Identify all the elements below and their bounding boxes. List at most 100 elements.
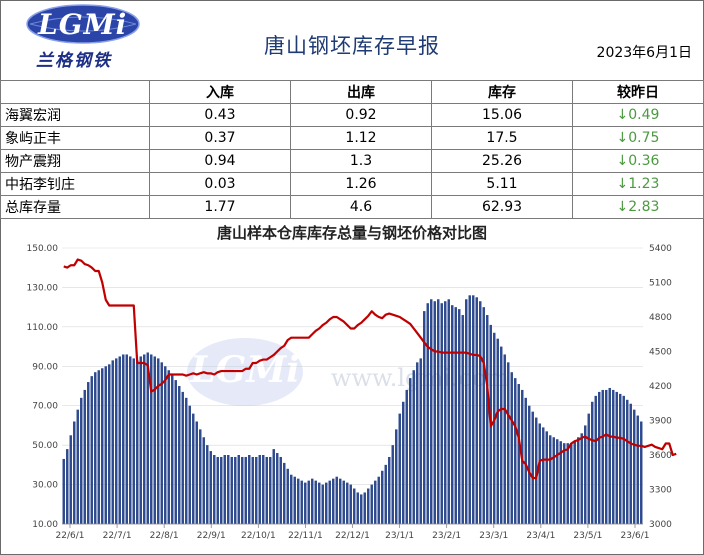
stock-value: 62.93 [431, 195, 573, 219]
inbound-value: 0.37 [149, 126, 291, 150]
inventory-bar [73, 421, 76, 524]
inventory-bar [566, 443, 569, 524]
inventory-bar [545, 431, 548, 524]
inventory-table: 入库 出库 库存 较昨日 海翼宏润 0.43 0.92 15.06 ↓0.49 … [0, 80, 704, 219]
y-left-tick-label: 90.00 [32, 362, 58, 372]
inventory-bar [549, 435, 552, 524]
inventory-bar [335, 476, 338, 524]
inventory-bar [143, 354, 146, 524]
inventory-bar [153, 356, 156, 524]
inventory-bar [160, 362, 163, 524]
inventory-bar [167, 370, 170, 524]
inventory-bar [104, 366, 107, 524]
inventory-bar [244, 456, 247, 524]
inventory-bar [423, 311, 426, 524]
inventory-bar [293, 476, 296, 524]
inventory-bar [321, 484, 324, 524]
change-value: ↓0.49 [572, 103, 704, 127]
inventory-bar [636, 415, 639, 524]
inventory-bar [150, 354, 153, 524]
outbound-value: 1.26 [290, 172, 432, 196]
inventory-bar [115, 358, 118, 524]
inventory-bar [300, 480, 303, 524]
inventory-bar [202, 437, 205, 524]
inventory-bar [577, 437, 580, 524]
chart-axes: 10.00 30.00 50.00 70.00 90.00 110.00 130.00 150… [27, 244, 673, 541]
inventory-bar [626, 399, 629, 524]
inventory-bar [598, 391, 601, 524]
inventory-bar [80, 397, 83, 524]
x-tick-label: 23/2/1 [432, 531, 461, 541]
stock-value: 25.26 [431, 149, 573, 173]
inventory-bar [528, 405, 531, 524]
x-tick-label: 22/6/1 [56, 531, 85, 541]
inventory-bar [482, 307, 485, 524]
inventory-bar [199, 429, 202, 524]
stock-value: 5.11 [431, 172, 573, 196]
inventory-bar [227, 455, 230, 524]
inventory-bar [195, 421, 198, 524]
inventory-bar [451, 305, 454, 524]
inventory-bar [454, 307, 457, 524]
table-row: 象屿正丰 0.37 1.12 17.5 ↓0.75 [0, 126, 704, 150]
inventory-bar [559, 441, 562, 524]
inventory-bar [629, 403, 632, 524]
inventory-bar [615, 391, 618, 524]
inventory-bar [573, 441, 576, 524]
inventory-bar [279, 456, 282, 524]
report-date: 2023年6月1日 [596, 45, 692, 61]
header-cell-change: 较昨日 [572, 80, 704, 104]
inventory-bar [62, 458, 65, 524]
inventory-bar [164, 366, 167, 524]
inventory-price-chart: LGMi www.lgmi.com 10.0030.0050.0070.0090… [27, 244, 677, 541]
inventory-bar [283, 462, 286, 524]
inventory-bar [157, 358, 160, 524]
y-right-tick-label: 3000 [649, 520, 672, 530]
outbound-value: 1.3 [290, 149, 432, 173]
change-value: ↓1.23 [572, 172, 704, 196]
inventory-bar [612, 389, 615, 524]
inventory-bar [531, 411, 534, 524]
inventory-bar [97, 370, 100, 524]
inventory-bar [171, 374, 174, 524]
inventory-bar [318, 482, 321, 524]
inventory-bar [346, 482, 349, 524]
inventory-bar [363, 492, 366, 524]
inventory-bar [90, 376, 93, 524]
change-value: ↓0.36 [572, 149, 704, 173]
inventory-bar [213, 455, 216, 524]
inventory-bar [129, 356, 132, 524]
inventory-bar [475, 297, 478, 524]
inventory-bar [360, 494, 363, 524]
x-tick-label: 23/4/1 [526, 531, 555, 541]
inventory-bar [374, 480, 377, 524]
inventory-bar [493, 332, 496, 524]
inventory-bar [108, 364, 111, 524]
inventory-bar [619, 393, 622, 524]
inventory-bar [206, 445, 209, 524]
inventory-bar [409, 378, 412, 524]
y-left-tick-label: 10.00 [32, 520, 58, 530]
inventory-bar [276, 453, 279, 524]
y-right-tick-label: 4200 [649, 382, 672, 392]
inventory-bar [605, 389, 608, 524]
inventory-bar [601, 389, 604, 524]
inventory-bar [479, 301, 482, 524]
y-right-tick-label: 5100 [649, 279, 672, 289]
warehouse-name: 象屿正丰 [0, 126, 150, 150]
x-tick-label: 23/6/1 [621, 531, 650, 541]
inventory-bar [444, 301, 447, 524]
inventory-bar [552, 437, 555, 524]
warehouse-name: 物产震翔 [0, 149, 150, 173]
inbound-value: 0.03 [149, 172, 291, 196]
price-series-line [63, 258, 677, 480]
inventory-bar [339, 478, 342, 524]
inventory-bar [188, 405, 191, 524]
inventory-bar [570, 443, 573, 524]
inventory-bar [367, 488, 370, 524]
table-row: 物产震翔 0.94 1.3 25.26 ↓0.36 [0, 149, 704, 173]
inventory-bar [146, 352, 149, 524]
outbound-value: 0.92 [290, 103, 432, 127]
inventory-bar [412, 370, 415, 524]
inventory-bar [388, 456, 391, 524]
